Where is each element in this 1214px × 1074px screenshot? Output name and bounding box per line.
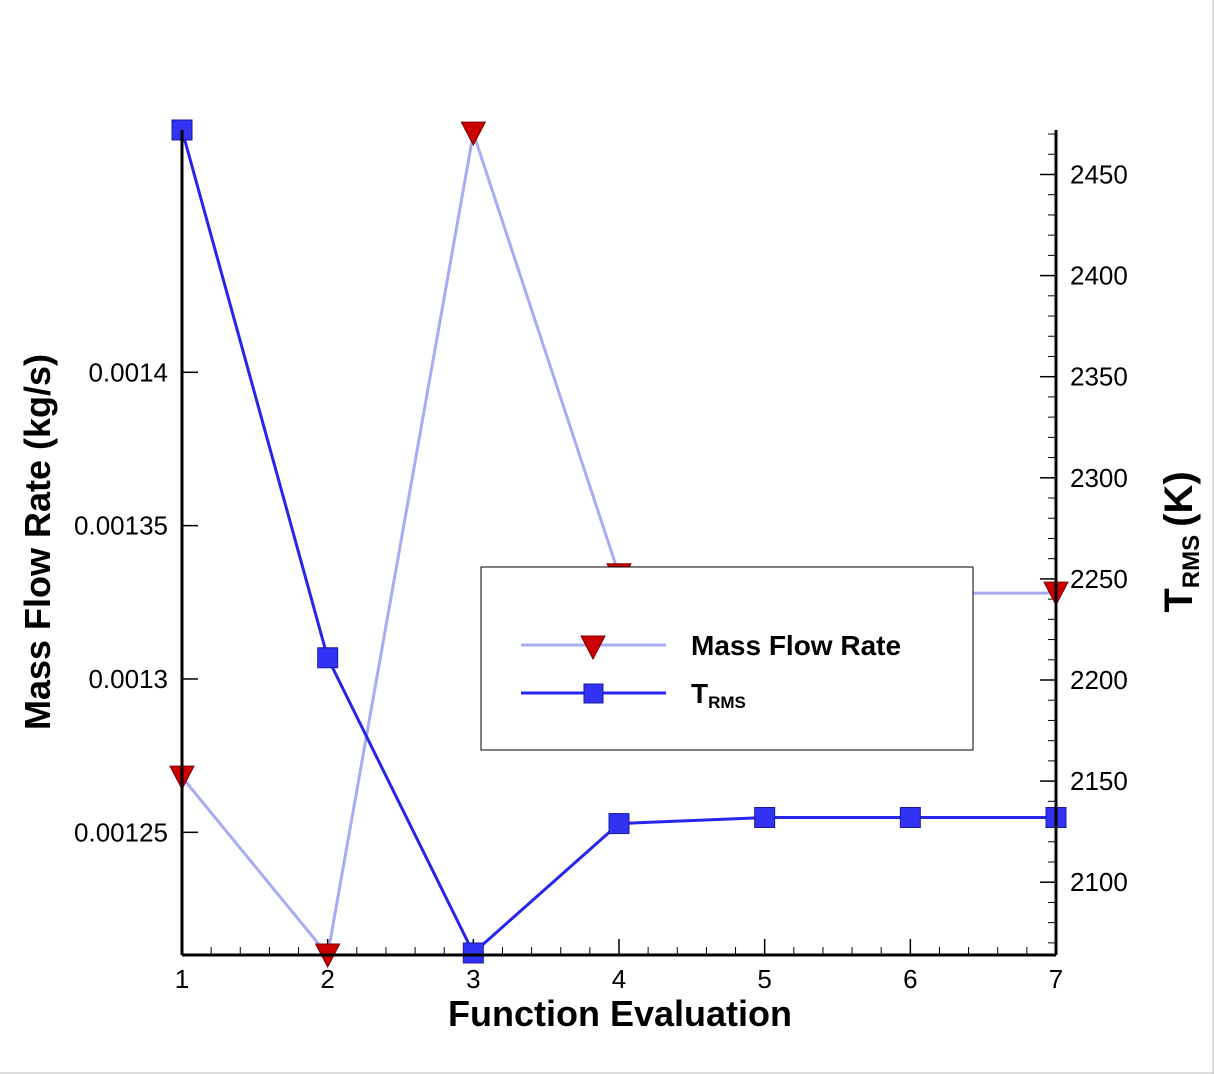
y-right-tick-label: 2150 [1070, 766, 1128, 796]
x-tick-label: 2 [320, 964, 334, 994]
x-tick-label: 7 [1049, 964, 1063, 994]
x-tick-label: 4 [612, 964, 626, 994]
y-right-tick-label: 2450 [1070, 159, 1128, 189]
y-right-tick-label: 2400 [1070, 261, 1128, 291]
y-left-tick-label: 0.00125 [74, 817, 168, 847]
y-left-tick-label: 0.0014 [88, 357, 168, 387]
y-right-title-main: T [1157, 588, 1201, 612]
y-right-tick-label: 2350 [1070, 362, 1128, 392]
trms-point [754, 807, 776, 828]
legend-trms-marker [583, 683, 604, 704]
y-left-tick-label: 0.00135 [74, 511, 168, 541]
labels-layer: 1 2 3 4 5 6 7 0.00125 0.0013 0.00135 0.0014 2100 215… [74, 159, 1128, 994]
trms-point [899, 807, 921, 828]
y-right-title-sub: RMS [1178, 535, 1205, 588]
x-tick-label: 3 [466, 964, 480, 994]
legend-box [480, 566, 974, 751]
x-tick-label: 5 [757, 964, 771, 994]
x-axis-title: Function Evaluation [448, 993, 792, 1034]
legend-mass-flow-label: Mass Flow Rate [691, 630, 901, 661]
axes-layer [180, 130, 1058, 957]
y-left-tick-label: 0.0013 [88, 664, 168, 694]
y-right-tick-label: 2100 [1070, 867, 1128, 897]
legend: Mass Flow Rate TRMS [480, 566, 974, 751]
legend-trms-label: TRMS [691, 678, 746, 712]
y-right-tick-label: 2250 [1070, 564, 1128, 594]
legend-trms-label-main: T [691, 678, 708, 709]
y-right-tick-label: 2200 [1070, 665, 1128, 695]
y-right-axis-title: TRMS (K) [1157, 471, 1205, 612]
y-right-title-unit: (K) [1157, 471, 1201, 527]
legend-trms-label-sub: RMS [708, 693, 746, 712]
x-tick-label: 6 [903, 964, 917, 994]
y-left-axis-title: Mass Flow Rate (kg/s) [17, 354, 58, 730]
mass-flow-point [460, 121, 487, 147]
trms-point [317, 647, 339, 669]
trms-point [608, 813, 630, 835]
legend-mass-flow-marker [580, 635, 606, 661]
trms-point [462, 942, 484, 964]
x-tick-label: 1 [175, 964, 189, 994]
y-right-tick-label: 2300 [1070, 463, 1128, 493]
